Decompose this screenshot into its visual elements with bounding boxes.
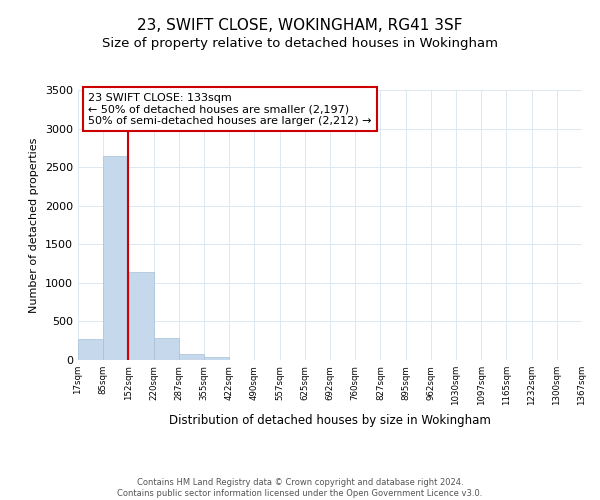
Bar [179, 354, 204, 360]
Text: Size of property relative to detached houses in Wokingham: Size of property relative to detached ho… [102, 38, 498, 51]
Bar [204, 357, 229, 360]
Text: 23 SWIFT CLOSE: 133sqm
← 50% of detached houses are smaller (2,197)
50% of semi-: 23 SWIFT CLOSE: 133sqm ← 50% of detached… [88, 92, 371, 126]
X-axis label: Distribution of detached houses by size in Wokingham: Distribution of detached houses by size … [169, 414, 491, 426]
Bar [103, 156, 128, 360]
Bar [154, 338, 179, 360]
Y-axis label: Number of detached properties: Number of detached properties [29, 138, 40, 312]
Bar [78, 339, 103, 360]
Text: Contains HM Land Registry data © Crown copyright and database right 2024.
Contai: Contains HM Land Registry data © Crown c… [118, 478, 482, 498]
Bar [128, 272, 154, 360]
Text: 23, SWIFT CLOSE, WOKINGHAM, RG41 3SF: 23, SWIFT CLOSE, WOKINGHAM, RG41 3SF [137, 18, 463, 32]
